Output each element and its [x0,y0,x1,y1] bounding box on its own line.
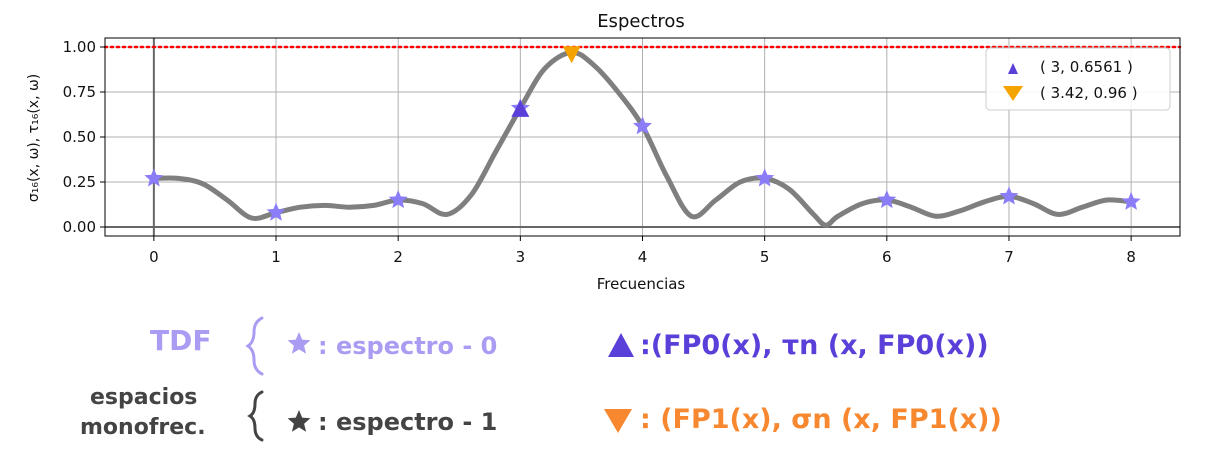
y-tick-label: 0.75 [63,83,96,101]
espectro-1-label: : espectro - 1 [318,408,497,436]
axis-zero-lines [105,38,1180,236]
x-tick-label: 4 [638,248,648,266]
star-marker [388,190,408,209]
legend-entry-2: ( 3.42, 0.96 ) [1040,84,1138,102]
star-icon-espectro-1 [287,410,311,432]
y-tick-label: 0.50 [63,128,96,146]
fp0-label: :(FP0(x), τn (x, FP0(x)) [640,330,989,361]
x-axis-label: Frecuencias [597,275,686,293]
star-markers [144,98,1141,221]
annotation-row-1: TDF : espectro - 0 :(FP0(x), τn (x, FP0(… [150,316,989,376]
x-tick-label: 7 [1004,248,1014,266]
x-tick-label: 2 [393,248,403,266]
y-axis-label: σ₁₆(x, ω), τ₁₆(x, ω) [26,74,42,202]
star-marker [877,190,897,209]
star-marker [633,116,652,135]
plot-frame [104,37,1181,237]
espacios-label: espacios [90,385,197,410]
monofrec-label: monofrec. [80,415,206,440]
star-icon-espectro-0 [287,332,311,354]
y-tick-label: 0.00 [63,218,96,236]
triangle-down-icon-fp1 [604,409,632,433]
tdf-brace-icon [245,316,264,376]
triangle-down-marker [562,46,581,64]
legend-triangle-down-icon [1003,86,1023,101]
spectrum-curve [151,49,1134,228]
x-tick-label: 1 [271,248,281,266]
legend: ( 3, 0.6561 ) ( 3.42, 0.96 ) [985,47,1171,111]
espectro-0-label: : espectro - 0 [318,332,497,360]
x-tick-label: 0 [149,248,159,266]
triangle-up-icon-fp0 [608,333,634,357]
legend-entry-1: ( 3, 0.6561 ) [1040,58,1133,76]
triangle-markers [511,46,581,117]
tdf-label: TDF [150,324,211,357]
star-marker [144,168,164,187]
fp1-label: : (FP1(x), σn (x, FP1(x)) [640,404,1002,435]
x-tick-label: 3 [516,248,526,266]
espacios-brace-icon [247,390,264,442]
triangle-up-marker [511,99,530,117]
annotation-row-2: espacios monofrec. : espectro - 1 : (FP1… [80,385,1002,442]
legend-triangle-up-icon [1008,63,1018,74]
chart-title: Espectros [597,11,685,32]
tick-labels: 0 1 2 3 4 5 6 7 8 0.00 0.25 0.50 0.75 1.00 [63,38,1136,266]
y-tick-label: 0.25 [63,173,96,191]
curve-group [151,49,1134,228]
x-tick-label: 5 [760,248,770,266]
legend-box [985,47,1171,111]
star-marker [755,168,775,187]
x-tick-label: 8 [1126,248,1136,266]
star-marker [999,186,1019,205]
star-marker [1121,191,1141,210]
x-tick-label: 6 [882,248,892,266]
y-tick-label: 1.00 [63,38,96,56]
star-marker [266,202,286,221]
